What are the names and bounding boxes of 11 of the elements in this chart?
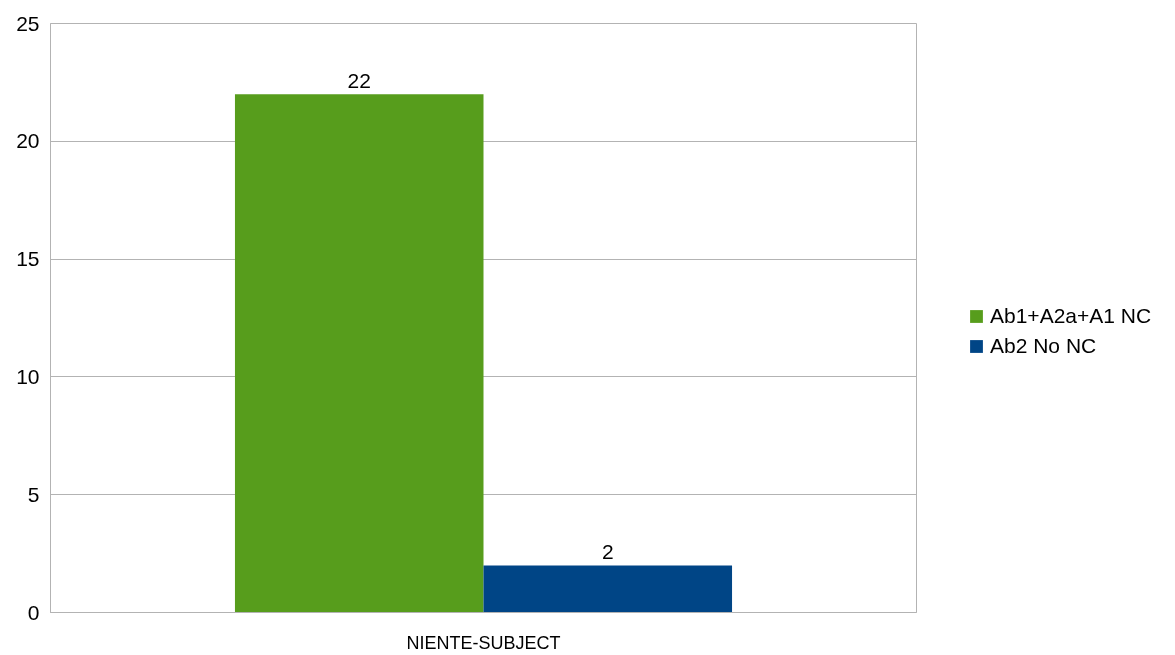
legend-label: Ab1+A2a+A1 NC bbox=[990, 304, 1152, 328]
y-tick-label: 10 bbox=[16, 364, 40, 388]
y-tick-label: 5 bbox=[27, 482, 40, 506]
x-tick-label: NIENTE-SUBJECT bbox=[406, 632, 561, 653]
data-label: 22 bbox=[347, 69, 371, 93]
y-tick-label: 15 bbox=[16, 247, 40, 271]
y-tick-label: 20 bbox=[16, 129, 40, 153]
y-tick-label: 25 bbox=[16, 11, 40, 35]
data-label: 2 bbox=[601, 540, 614, 564]
y-tick-label: 0 bbox=[27, 600, 40, 624]
legend-label: Ab2 No NC bbox=[990, 334, 1097, 358]
